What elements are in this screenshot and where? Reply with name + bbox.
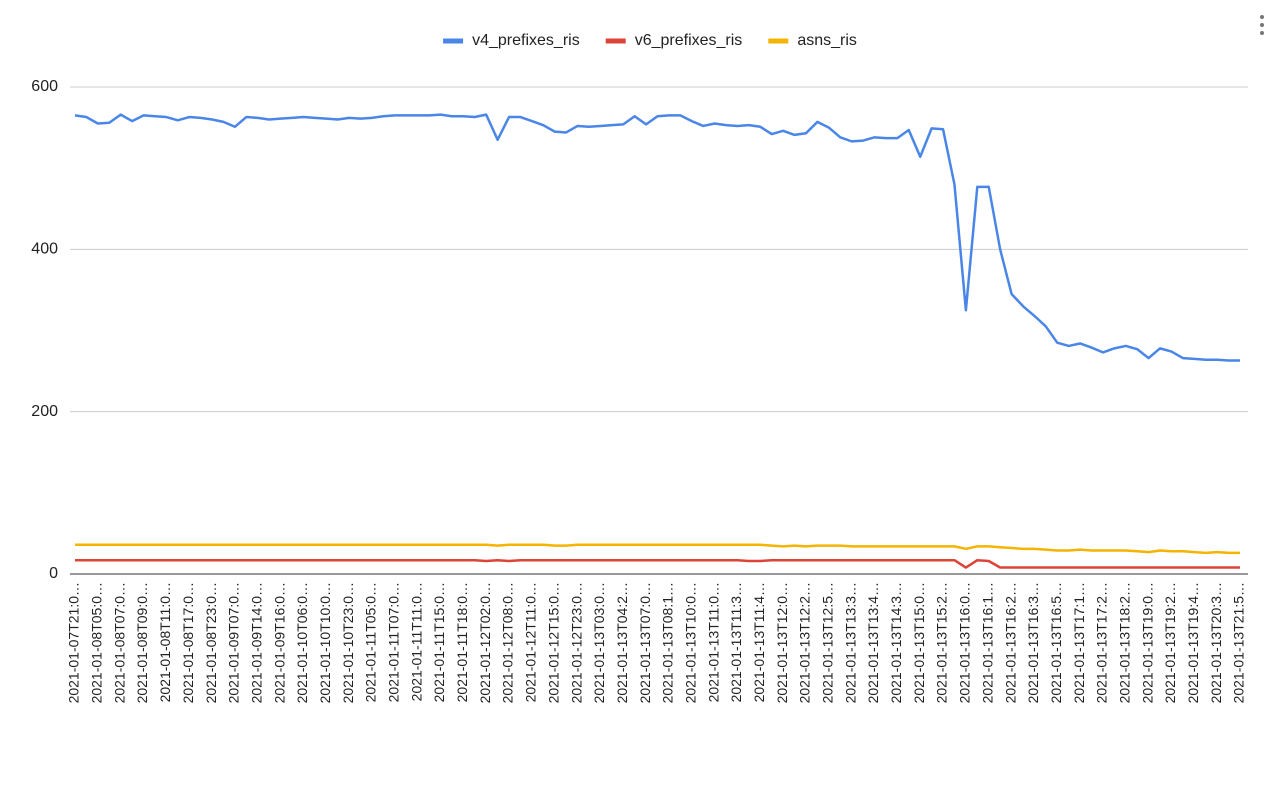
legend-label: v4_prefixes_ris [472, 32, 580, 49]
y-tick-label: 600 [31, 78, 58, 95]
x-tick-label: 2021-01-13T19:2… [1162, 582, 1178, 703]
x-tick-label: 2021-01-11T18:0… [454, 582, 470, 702]
x-tick-label: 2021-01-13T16:0… [957, 582, 973, 703]
x-tick-label: 2021-01-10T06:0… [294, 582, 310, 703]
x-tick-label: 2021-01-12T23:0… [568, 582, 584, 703]
x-tick-label: 2021-01-12T08:0… [500, 582, 516, 703]
x-tick-label: 2021-01-11T11:0… [408, 582, 424, 701]
series-line [75, 558, 1240, 569]
x-tick-label: 2021-01-13T21:5… [1231, 582, 1247, 703]
y-tick-label: 0 [49, 565, 58, 582]
x-tick-label: 2021-01-13T19:0… [1139, 582, 1155, 703]
x-tick-label: 2021-01-08T17:0… [180, 582, 196, 703]
y-tick-label: 200 [31, 403, 58, 420]
x-tick-label: 2021-01-13T16:2… [1002, 582, 1018, 703]
x-tick-label: 2021-01-08T05:0… [89, 582, 105, 703]
menu-dot [1260, 23, 1264, 27]
x-tick-label: 2021-01-13T11:0… [705, 582, 721, 702]
x-tick-label: 2021-01-08T09:0… [134, 582, 150, 703]
x-tick-label: 2021-01-09T16:0… [271, 582, 287, 703]
x-tick-label: 2021-01-12T11:0… [523, 582, 539, 702]
x-tick-label: 2021-01-13T04:2… [614, 582, 630, 703]
x-tick-label: 2021-01-13T08:1… [660, 582, 676, 703]
menu-icon[interactable] [1260, 15, 1264, 35]
x-tick-label: 2021-01-12T02:0… [477, 582, 493, 703]
series-line [75, 543, 1240, 555]
x-tick-label: 2021-01-10T10:0… [317, 582, 333, 703]
series-line [74, 113, 1240, 362]
x-tick-label: 2021-01-08T07:0… [111, 582, 127, 703]
x-tick-label: 2021-01-13T11:4… [751, 582, 767, 702]
x-tick-label: 2021-01-13T13:4… [865, 582, 881, 703]
x-tick-label: 2021-01-13T11:3… [728, 582, 744, 702]
x-tick-label: 2021-01-07T21:0… [66, 582, 82, 703]
menu-dot [1260, 31, 1264, 35]
menu-dot [1260, 15, 1264, 19]
x-tick-label: 2021-01-08T11:0… [157, 582, 173, 702]
x-tick-label: 2021-01-13T16:5… [1048, 582, 1064, 703]
x-tick-label: 2021-01-13T17:1… [1071, 582, 1087, 703]
x-tick-label: 2021-01-13T17:2… [1094, 582, 1110, 703]
x-tick-label: 2021-01-13T10:0… [682, 582, 698, 703]
x-tick-label: 2021-01-13T12:2… [797, 582, 813, 703]
x-tick-label: 2021-01-10T23:0… [340, 582, 356, 703]
legend: v4_prefixes_ris v6_prefixes_ris asns_ris [443, 32, 857, 49]
x-tick-label: 2021-01-13T12:0… [774, 582, 790, 703]
x-tick-label: 2021-01-13T15:0… [911, 582, 927, 703]
x-tick-label: 2021-01-12T15:0… [545, 582, 561, 703]
x-tick-label: 2021-01-13T20:3… [1208, 582, 1224, 703]
x-tick-label: 2021-01-08T23:0… [203, 582, 219, 703]
x-tick-label: 2021-01-13T18:2… [1116, 582, 1132, 703]
x-tick-label: 2021-01-09T14:0… [248, 582, 264, 703]
y-tick-label: 400 [31, 241, 58, 258]
x-tick-label: 2021-01-13T15:2… [934, 582, 950, 703]
x-tick-label: 2021-01-11T07:0… [386, 582, 402, 702]
x-tick-label: 2021-01-13T12:5… [820, 582, 836, 703]
x-tick-label: 2021-01-13T16:1… [979, 582, 995, 703]
x-tick-label: 2021-01-11T05:0… [363, 582, 379, 702]
legend-label: v6_prefixes_ris [635, 32, 743, 49]
x-tick-label: 2021-01-11T15:0… [431, 582, 447, 702]
x-tick-label: 2021-01-13T16:3… [1025, 582, 1041, 703]
x-tick-label: 2021-01-13T14:3… [888, 582, 904, 703]
x-tick-label: 2021-01-13T07:0… [637, 582, 653, 703]
x-tick-label: 2021-01-09T07:0… [226, 582, 242, 703]
x-tick-label: 2021-01-13T13:3… [842, 582, 858, 703]
x-tick-label: 2021-01-13T03:0… [591, 582, 607, 703]
legend-label: asns_ris [797, 32, 857, 49]
x-tick-label: 2021-01-13T19:4… [1185, 582, 1201, 703]
